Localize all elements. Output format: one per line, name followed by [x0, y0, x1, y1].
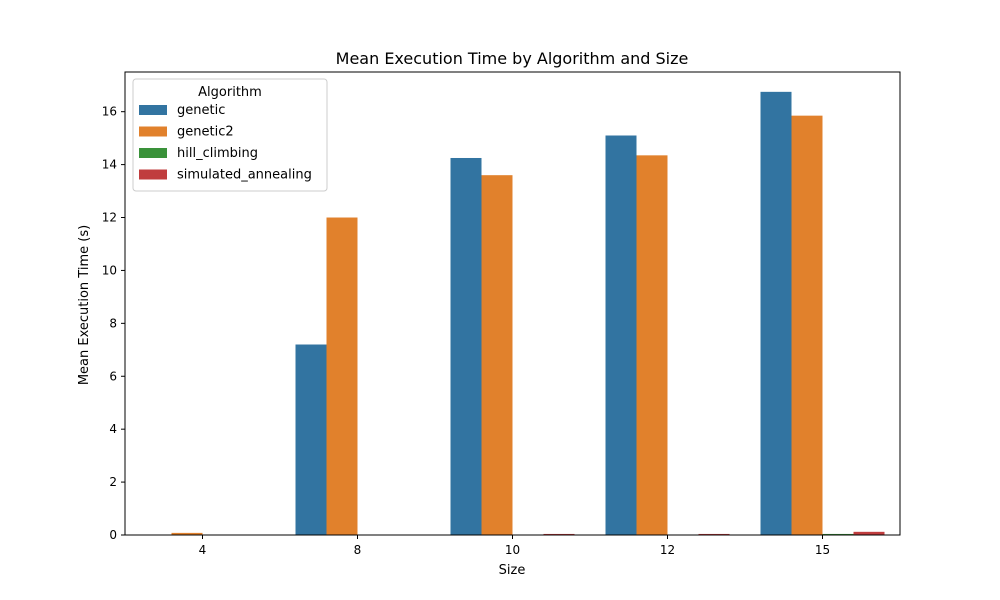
x-axis-ticks: 4 8 10 12 15	[199, 535, 830, 557]
legend-title: Algorithm	[198, 85, 262, 100]
legend-swatch-genetic2	[139, 126, 167, 137]
bars-group	[171, 91, 885, 536]
bar-genetic2-4	[171, 532, 203, 535]
legend-items: genetic genetic2 hill_climbing simulated_an…	[139, 103, 312, 183]
y-tick-label: 16	[102, 105, 117, 119]
x-axis-label: Size	[499, 563, 526, 578]
x-tick-label: 10	[505, 543, 520, 557]
x-tick-label: 15	[815, 543, 830, 557]
legend-swatch-hill_climbing	[139, 148, 167, 158]
plot-area-frame	[124, 71, 901, 536]
chart-title: Mean Execution Time by Algorithm and Siz…	[336, 49, 689, 68]
y-tick-label: 10	[102, 263, 117, 277]
legend-label-hill_climbing: hill_climbing	[177, 146, 258, 161]
x-tick-label: 4	[199, 543, 207, 557]
y-tick-label: 2	[109, 475, 117, 489]
y-tick-label: 4	[109, 422, 117, 436]
bar-genetic-12	[605, 135, 637, 536]
bar-genetic2-10	[481, 175, 513, 535]
legend-swatch-genetic	[139, 105, 167, 115]
bar-simulated_annealing-12	[698, 533, 730, 535]
bar-genetic-8	[295, 344, 327, 535]
y-axis-label: Mean Execution Time (s)	[77, 225, 92, 385]
legend-swatch-simulated_annealing	[139, 169, 167, 180]
y-tick-label: 0	[109, 528, 117, 542]
x-tick-label: 8	[354, 543, 362, 557]
bar-simulated_annealing-10	[543, 533, 575, 535]
bar-hill_climbing-15	[822, 533, 854, 535]
bar-genetic2-15	[791, 115, 823, 535]
legend-label-genetic2: genetic2	[177, 125, 234, 140]
bar-genetic2-8	[326, 217, 358, 535]
legend: Algorithm genetic genetic2 hill_climbingsi…	[132, 78, 328, 192]
y-axis-ticks: 0 2 4 6 8 10 12 14 16	[102, 105, 125, 542]
legend-box	[132, 78, 328, 192]
x-tick-label: 12	[660, 543, 675, 557]
y-tick-label: 6	[109, 369, 117, 383]
bar-genetic-10	[450, 157, 482, 535]
y-tick-label: 8	[109, 316, 117, 330]
legend-label-genetic: genetic	[177, 103, 225, 118]
bar-genetic-15	[760, 91, 792, 535]
bar-simulated_annealing-15	[853, 531, 885, 535]
legend-label-simulated_annealing: simulated_annealing	[177, 168, 312, 183]
y-tick-label: 14	[102, 158, 117, 172]
y-tick-label: 12	[102, 211, 117, 225]
bar-genetic2-12	[636, 155, 668, 535]
